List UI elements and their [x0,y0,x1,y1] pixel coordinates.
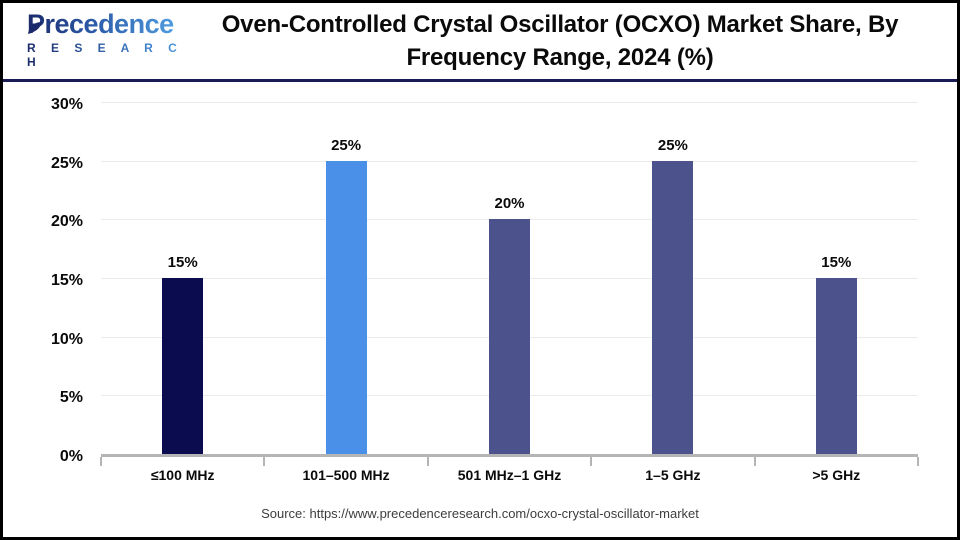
category-label-1–5 GHz: 1–5 GHz [645,467,701,483]
chart-section: 15% 25% 20% 25% 15% 0% 5% 10% 15% 20% 25% 30% ≤100… [3,82,957,534]
x-axis-tick [753,457,756,466]
y-axis-label-0%: 0% [59,448,83,465]
bar-1–5 GHz [652,160,694,454]
bar-101–500 MHz [325,160,367,454]
x-axis-tick [917,457,919,466]
bar-value-label: 25% [331,136,362,154]
source-citation: Source: https://www.precedenceresearch.c… [261,506,699,521]
y-axis-label-20%: 20% [50,213,83,231]
bar-value-label: 15% [167,254,198,271]
logo-wordmark: Precedence [27,9,174,39]
precedence-research-logo: Precedence R E S E A R C H [3,11,193,71]
y-axis-label-30%: 30% [50,96,83,113]
category-label-≤100 MHz: ≤100 MHz [150,467,215,483]
bar->5 GHz [815,278,857,454]
y-axis-label-15%: 15% [50,272,83,289]
bar-value-label: 20% [494,195,525,213]
plot-area: 15% 25% 20% 25% 15% [100,102,919,466]
bar-≤100 MHz [162,278,204,454]
gridline-30 [101,102,918,103]
leaf-icon [28,22,42,34]
chart-title: Oven-Controlled Crystal Oscillator (OCXO… [193,8,957,74]
chart-title-line1: Oven-Controlled Crystal Oscillator (OCXO… [221,10,899,38]
bar-501 MHz–1 GHz [489,219,530,454]
x-axis-tick [590,457,593,466]
category-label-501 MHz–1 GHz: 501 MHz–1 GHz [457,467,562,483]
category-label->5 GHz: >5 GHz [812,467,861,483]
bar-value-label: 25% [657,136,688,154]
x-axis-tick [100,457,102,466]
x-axis-tick [426,457,429,466]
y-axis-label-25%: 25% [50,154,83,172]
category-label-101–500 MHz: 101–500 MHz [302,467,390,483]
x-axis-tick [263,457,266,466]
header: Precedence R E S E A R C H Oven-Controll… [3,3,957,82]
bar-value-label: 15% [821,254,852,271]
logo-subtitle: R E S E A R C H [27,41,193,69]
y-axis-label-10%: 10% [50,330,83,348]
y-axis-label-5%: 5% [59,389,83,407]
gridline-25 [101,160,918,162]
chart-title-line2: Frequency Range, 2024 (%) [406,44,714,71]
